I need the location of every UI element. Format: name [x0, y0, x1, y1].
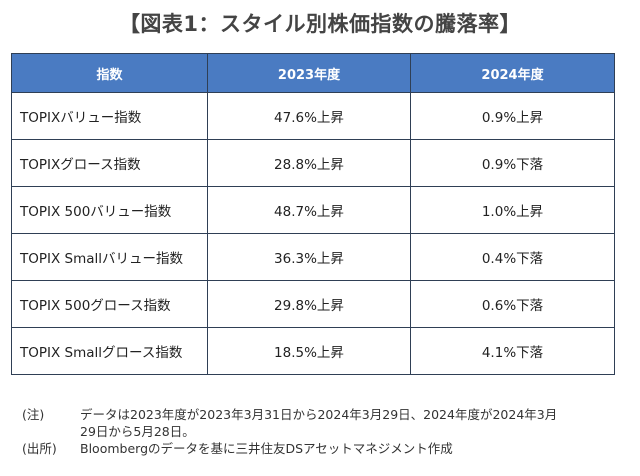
fy2023-change: 29.8%上昇 — [207, 280, 411, 328]
index-name: TOPIX Smallグロース指数 — [11, 327, 208, 375]
table-row: TOPIX Smallグロース指数 18.5%上昇 4.1%下落 — [11, 327, 615, 375]
table-row: TOPIX Smallバリュー指数 36.3%上昇 0.4%下落 — [11, 233, 615, 281]
fy2024-change: 1.0%上昇 — [410, 186, 615, 234]
index-name: TOPIXバリュー指数 — [11, 92, 208, 140]
fy2024-change: 0.9%下落 — [410, 139, 615, 187]
note-line: (注) データは2023年度が2023年3月31日から2024年3月29日、20… — [0, 406, 640, 423]
table-row: TOPIX 500バリュー指数 48.7%上昇 1.0%上昇 — [11, 186, 615, 234]
page-title: 【図表1：スタイル別株価指数の騰落率】 — [118, 12, 522, 36]
table-row: TOPIXグロース指数 28.8%上昇 0.9%下落 — [11, 139, 615, 187]
index-name: TOPIX 500バリュー指数 — [11, 186, 208, 234]
fy2024-change: 0.6%下落 — [410, 280, 615, 328]
table-header-row: 指数 2023年度 2024年度 — [11, 53, 615, 93]
table-row: TOPIXバリュー指数 47.6%上昇 0.9%上昇 — [11, 92, 615, 140]
note-tag: (注) — [22, 407, 45, 422]
note-line: 29日から5月28日。 — [0, 423, 640, 440]
index-performance-table: 指数 2023年度 2024年度 TOPIXバリュー指数 47.6%上昇 0.9… — [11, 53, 615, 375]
fy2023-change: 48.7%上昇 — [207, 186, 411, 234]
table-row: TOPIX 500グロース指数 29.8%上昇 0.6%下落 — [11, 280, 615, 328]
fy2023-change: 28.8%上昇 — [207, 139, 411, 187]
source-tag: (出所) — [22, 441, 57, 456]
index-name: TOPIX Smallバリュー指数 — [11, 233, 208, 281]
index-name: TOPIX 500グロース指数 — [11, 280, 208, 328]
fy2023-change: 36.3%上昇 — [207, 233, 411, 281]
note-text: データは2023年度が2023年3月31日から2024年3月29日、2024年度… — [80, 407, 558, 422]
header-fy2024: 2024年度 — [410, 53, 615, 93]
note-text-continued: 29日から5月28日。 — [80, 424, 195, 439]
index-name: TOPIXグロース指数 — [11, 139, 208, 187]
fy2023-change: 47.6%上昇 — [207, 92, 411, 140]
fy2024-change: 0.4%下落 — [410, 233, 615, 281]
fy2024-change: 0.9%上昇 — [410, 92, 615, 140]
fy2023-change: 18.5%上昇 — [207, 327, 411, 375]
footnotes: (注) データは2023年度が2023年3月31日から2024年3月29日、20… — [0, 406, 640, 457]
source-text: Bloombergのデータを基に三井住友DSアセットマネジメント作成 — [80, 441, 453, 456]
source-line: (出所) Bloombergのデータを基に三井住友DSアセットマネジメント作成 — [0, 440, 640, 457]
header-fy2023: 2023年度 — [207, 53, 411, 93]
fy2024-change: 4.1%下落 — [410, 327, 615, 375]
header-index: 指数 — [11, 53, 208, 93]
